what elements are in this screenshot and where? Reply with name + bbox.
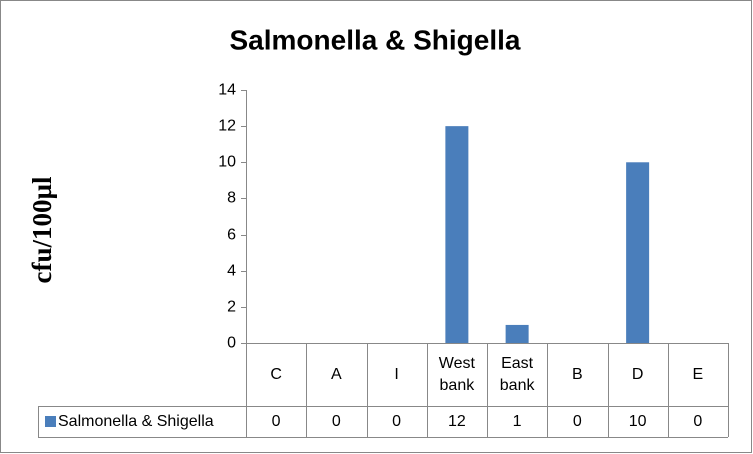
table-value: 0 bbox=[271, 412, 281, 430]
table-value: 12 bbox=[447, 412, 466, 430]
x-tick-label: West bank bbox=[438, 354, 475, 394]
x-tick-label: A bbox=[331, 365, 342, 383]
bar bbox=[505, 324, 529, 343]
table-value: 0 bbox=[572, 412, 582, 430]
x-tick-label: D bbox=[631, 365, 644, 383]
table-value: 1 bbox=[512, 412, 522, 430]
x-tick-label: E bbox=[692, 365, 704, 383]
y-axis-label: cfu/100µl bbox=[27, 176, 57, 284]
bar bbox=[626, 162, 650, 343]
y-tick-label: 14 bbox=[218, 82, 236, 99]
y-tick-label: 2 bbox=[227, 299, 236, 316]
y-tick-label: 8 bbox=[227, 190, 236, 207]
x-tick-label: B bbox=[572, 365, 583, 383]
bar bbox=[445, 126, 469, 344]
x-tick-label: C bbox=[270, 365, 282, 383]
x-tick-label: I bbox=[394, 365, 399, 383]
table-value: 10 bbox=[628, 412, 647, 430]
y-tick-label: 4 bbox=[227, 263, 236, 280]
table-value: 0 bbox=[693, 412, 703, 430]
table-value: 0 bbox=[392, 412, 402, 430]
table-value: 0 bbox=[331, 412, 341, 430]
y-tick-label: 0 bbox=[227, 335, 236, 352]
x-tick-label: East bank bbox=[499, 354, 535, 394]
chart-title: Salmonella & Shigella bbox=[230, 24, 521, 55]
y-tick-label: 12 bbox=[218, 118, 236, 135]
legend-label: Salmonella & Shigella bbox=[58, 412, 214, 430]
legend-swatch bbox=[45, 416, 56, 427]
y-tick-label: 6 bbox=[227, 227, 236, 244]
y-tick-label: 10 bbox=[218, 154, 236, 171]
